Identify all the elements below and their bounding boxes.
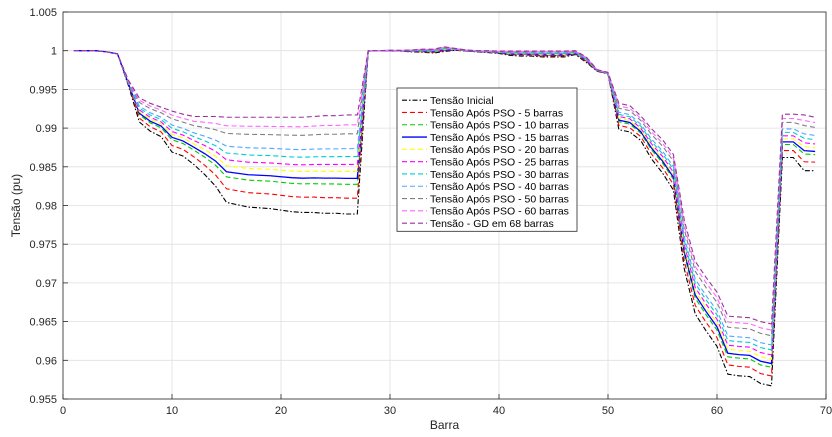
y-axis-label: Tensão (pu) <box>9 174 23 237</box>
series-line-10 <box>73 46 816 325</box>
legend-label-4: Tensão Após PSO - 20 barras <box>430 144 569 156</box>
y-tick-label: 0.955 <box>29 394 57 406</box>
legend-label-9: Tensão Após PSO - 60 barras <box>430 206 569 218</box>
x-tick-label: 60 <box>711 405 723 417</box>
legend-label-8: Tensão Após PSO - 50 barras <box>430 193 569 205</box>
y-tick-label: 0.975 <box>29 239 57 251</box>
y-tick-label: 0.965 <box>29 317 57 329</box>
x-tick-label: 70 <box>820 405 832 417</box>
x-tick-label: 10 <box>166 405 178 417</box>
series-line-8 <box>73 47 816 337</box>
x-tick-label: 50 <box>602 405 614 417</box>
x-tick-label: 0 <box>60 405 66 417</box>
legend-label-2: Tensão Após PSO - 10 barras <box>430 120 569 132</box>
x-axis-label: Barra <box>430 418 460 432</box>
series-line-0 <box>73 49 816 387</box>
series-line-5 <box>73 48 816 356</box>
y-tick-label: 1 <box>51 46 57 58</box>
x-tick-label: 30 <box>384 405 396 417</box>
series-layer <box>73 46 816 387</box>
y-tick-label: 0.97 <box>36 278 57 290</box>
series-line-1 <box>73 49 816 377</box>
legend-label-5: Tensão Após PSO - 25 barras <box>430 156 569 168</box>
legend-label-0: Tensão Inicial <box>430 95 494 107</box>
x-tick-label: 40 <box>493 405 505 417</box>
y-tick-label: 0.985 <box>29 162 57 174</box>
y-tick-label: 0.98 <box>36 201 57 213</box>
y-tick-label: 0.99 <box>36 123 57 135</box>
y-tick-label: 1.005 <box>29 7 57 19</box>
series-line-9 <box>73 46 816 331</box>
series-line-2 <box>73 49 816 368</box>
legend-label-6: Tensão Após PSO - 30 barras <box>430 169 569 181</box>
legend-box <box>396 87 578 232</box>
y-tick-label: 0.96 <box>36 355 57 367</box>
legend-label-3: Tensão Após PSO - 15 barras <box>430 132 569 144</box>
legend-label-1: Tensão Após PSO - 5 barras <box>430 107 563 119</box>
x-tick-label: 20 <box>275 405 287 417</box>
y-tick-label: 0.995 <box>29 84 57 96</box>
series-line-6 <box>73 48 816 351</box>
legend-label-7: Tensão Após PSO - 40 barras <box>430 181 569 193</box>
legend-label-10: Tensão - GD em 68 barras <box>430 218 554 230</box>
series-line-4 <box>73 48 816 360</box>
tick-labels: 0 10 20 30 40 50 60 70 0.955 0.96 0.965 0.97 0.975 0.… <box>29 7 832 417</box>
